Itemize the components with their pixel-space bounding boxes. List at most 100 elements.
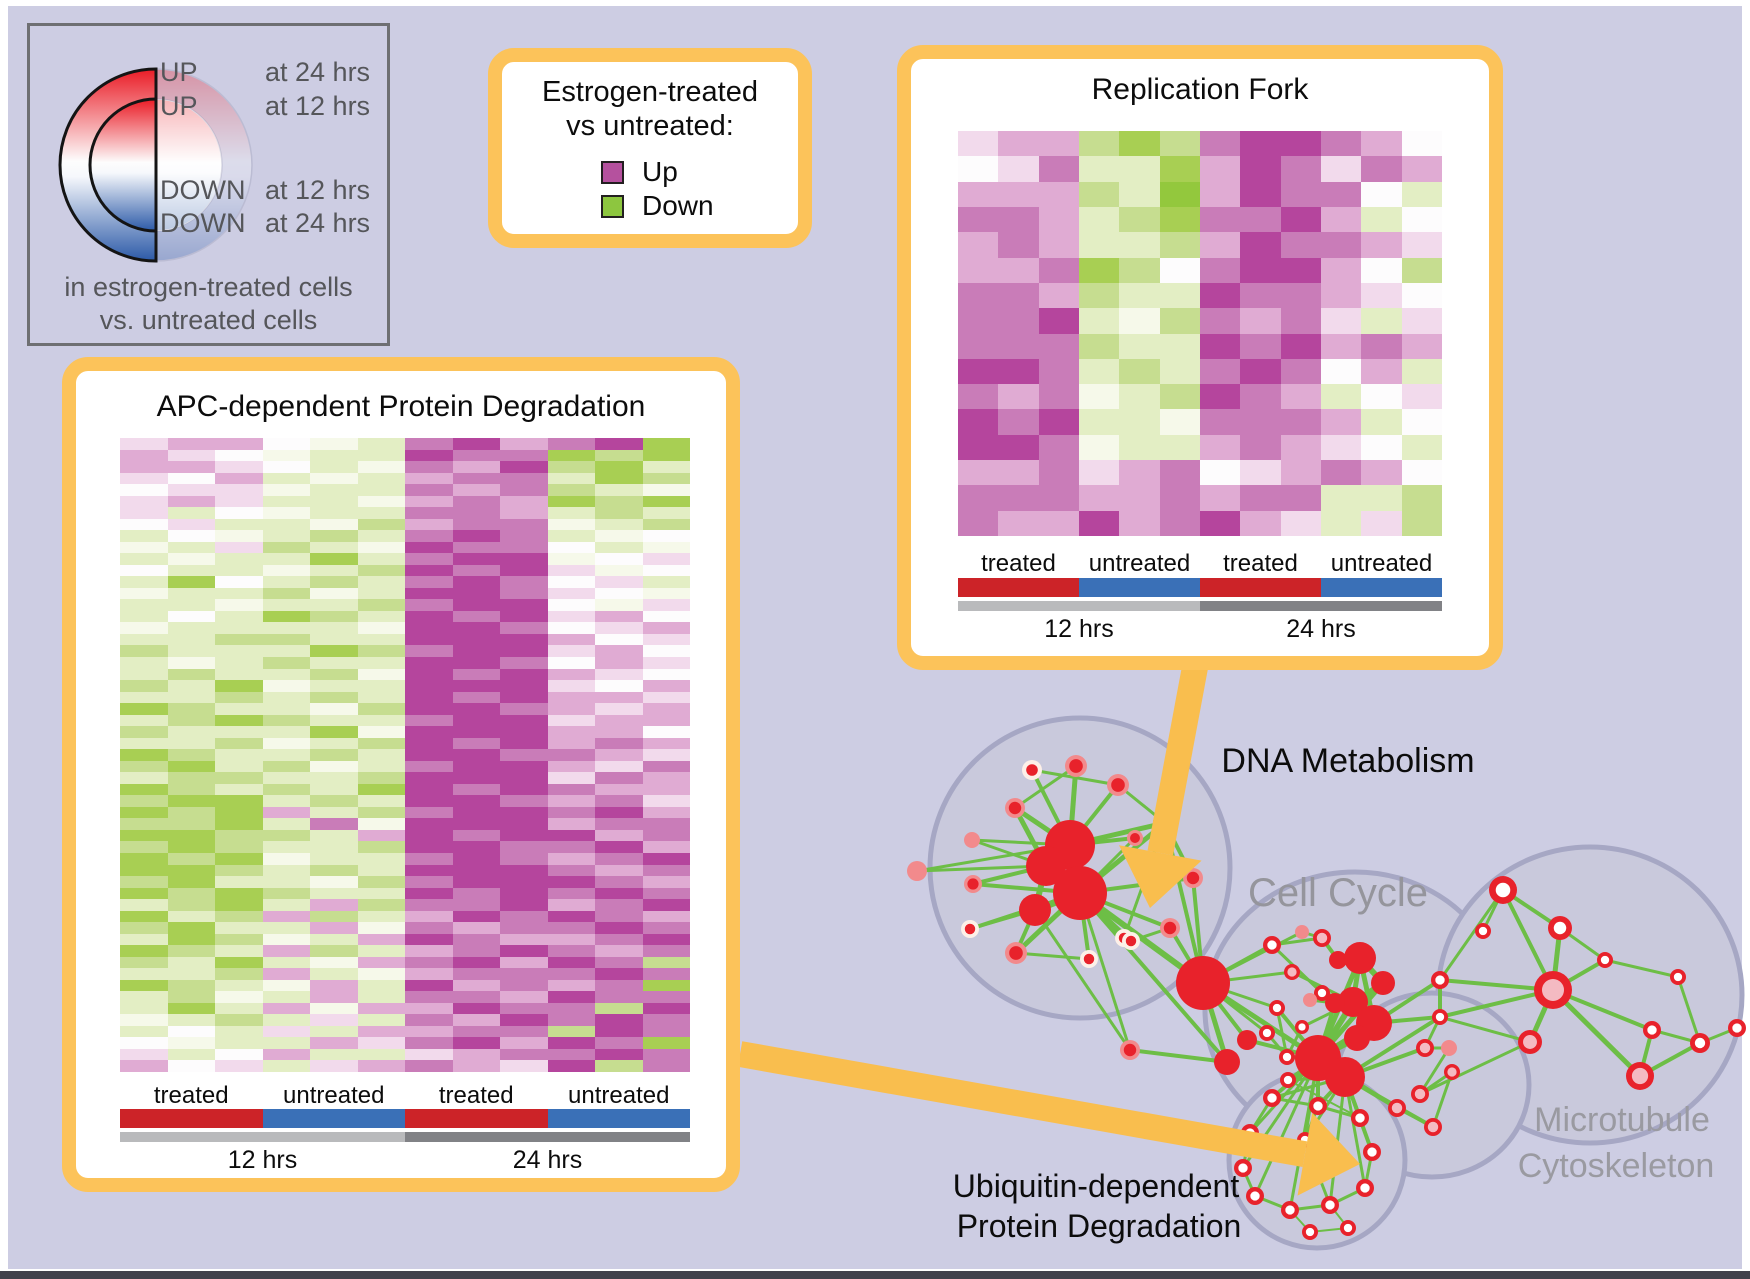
heatmap-cell	[547, 645, 595, 658]
heatmap-cell	[642, 737, 690, 750]
heatmap-cell	[500, 553, 548, 565]
heatmap-cell	[452, 795, 500, 807]
heatmap-cell	[357, 1002, 405, 1015]
heatmap-cell	[547, 933, 595, 946]
heatmap-cell	[310, 979, 358, 992]
heatmap-cell	[405, 599, 453, 611]
heatmap-cell	[405, 1060, 453, 1072]
heatmap-cell	[452, 829, 500, 842]
heatmap-cell	[1320, 333, 1362, 359]
heatmap-cell	[958, 131, 999, 157]
heatmap-cell	[595, 691, 643, 704]
heatmap-cell	[547, 852, 595, 865]
heatmap-cell	[1280, 282, 1321, 309]
heatmap-cell	[642, 645, 690, 658]
heatmap-cell	[595, 806, 643, 819]
heatmap-cell	[405, 876, 453, 888]
heatmap-cell	[642, 876, 690, 888]
heatmap-cell	[357, 461, 405, 473]
heatmap-cell	[1280, 409, 1321, 435]
heatmap-cell	[357, 633, 405, 646]
heatmap-cell	[357, 576, 405, 588]
heatmap-cell	[547, 657, 595, 669]
network-node-core	[1367, 1147, 1377, 1157]
heatmap-cell	[1199, 282, 1241, 309]
heatmap-cell	[120, 829, 168, 842]
heatmap-cell	[500, 749, 548, 761]
heatmap-cell	[1320, 257, 1362, 283]
heatmap-cell	[310, 922, 358, 934]
heatmap-cell	[595, 1014, 643, 1026]
heatmap-cell	[595, 737, 643, 750]
heatmap-cell	[405, 991, 453, 1003]
heatmap-cell	[405, 1002, 453, 1015]
heatmap-cell	[595, 645, 643, 658]
heatmap-cell	[167, 1014, 215, 1026]
heatmap-cell	[547, 783, 595, 796]
heatmap-cell	[547, 979, 595, 992]
heatmap-cell	[500, 1060, 548, 1072]
heatmap-cell	[357, 438, 405, 450]
network-node	[1053, 866, 1107, 920]
heatmap-cell	[595, 979, 643, 992]
heatmap-cell	[405, 726, 453, 738]
heatmap-cell	[595, 749, 643, 761]
heatmap-cell	[1280, 156, 1321, 182]
network-node-core	[1541, 978, 1565, 1002]
circle-legend-box: UP at 24 hrs UP at 12 hrs DOWN at 12 hrs…	[27, 23, 390, 346]
heatmap-cell	[998, 282, 1039, 309]
heatmap-cell	[215, 633, 263, 646]
heatmap-cell	[595, 461, 643, 473]
heatmap-cell	[642, 541, 690, 554]
network-node	[1344, 1025, 1370, 1051]
heatmap-cell	[595, 991, 643, 1003]
heatmap-cell	[167, 587, 215, 600]
network-edge	[1014, 764, 1077, 810]
network-node-core	[1435, 975, 1445, 985]
heatmap-cell	[215, 495, 263, 508]
heatmap-cell	[1159, 282, 1200, 309]
heatmap-cell	[595, 680, 643, 692]
heatmap-cell	[452, 472, 500, 485]
color-bar-segment	[405, 1132, 690, 1142]
heatmap-cell	[595, 910, 643, 923]
heatmap-cell	[1199, 434, 1241, 461]
heatmap-cell	[547, 668, 595, 681]
heatmap-cell	[1119, 257, 1160, 283]
heatmap-cell	[120, 576, 168, 588]
heatmap-cell	[357, 991, 405, 1003]
heatmap-cell	[500, 991, 548, 1003]
heatmap-cell	[595, 438, 643, 450]
heatmap-cell	[500, 772, 548, 784]
heatmap-cell	[1280, 232, 1321, 258]
heatmap-cell	[262, 495, 310, 508]
heatmap-cell	[547, 806, 595, 819]
heatmap-cell	[310, 633, 358, 646]
heatmap-cell	[167, 438, 215, 450]
heatmap-cell	[262, 541, 310, 554]
heatmap-cell	[120, 668, 168, 681]
heatmap-cell	[262, 783, 310, 796]
heatmap-cell	[167, 933, 215, 946]
heatmap-cell	[595, 726, 643, 738]
heatmap-cell	[120, 1025, 168, 1038]
heatmap-cell	[215, 1037, 263, 1049]
heatmap-cell	[595, 576, 643, 588]
heatmap-cell	[215, 610, 263, 623]
heatmap-cell	[262, 991, 310, 1003]
heatmap-cell	[595, 818, 643, 830]
heatmap-cell	[500, 945, 548, 957]
heatmap-cell	[1038, 434, 1079, 461]
heatmap-cell	[595, 622, 643, 634]
heatmap-cell	[310, 691, 358, 704]
heatmap-cell	[310, 737, 358, 750]
apc-title: APC-dependent Protein Degradation	[156, 390, 646, 423]
heatmap-cell	[167, 714, 215, 727]
network-node	[1344, 942, 1376, 974]
heatmap-cell	[1159, 181, 1200, 207]
heatmap-cell	[167, 1048, 215, 1061]
heatmap-cell	[452, 518, 500, 531]
network-edge	[1676, 976, 1702, 1044]
network-node	[1026, 846, 1066, 886]
heatmap-cell	[500, 714, 548, 727]
